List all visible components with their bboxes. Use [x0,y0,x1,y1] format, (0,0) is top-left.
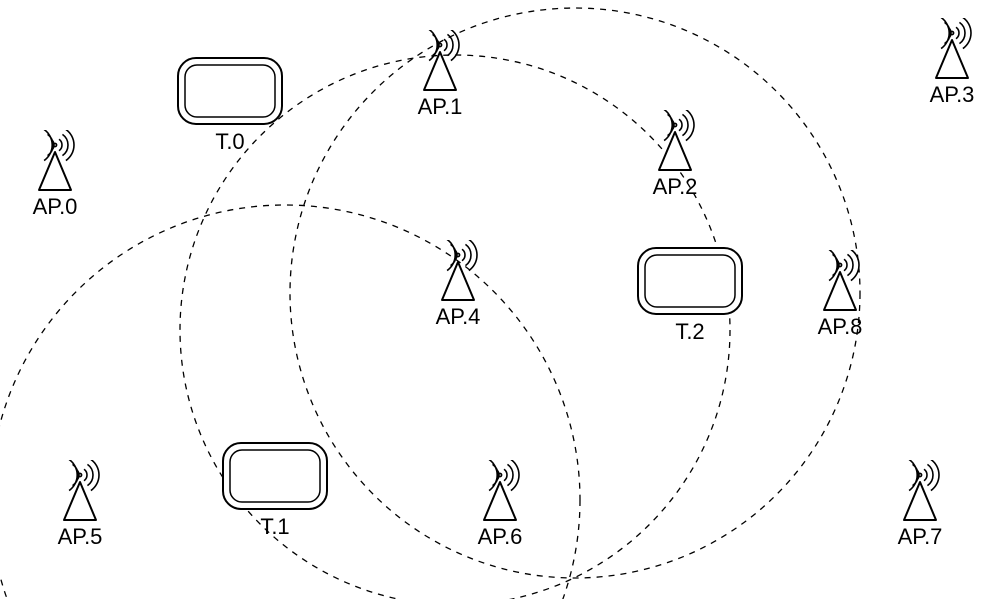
terminal-node: T.1 [220,440,330,540]
terminal-node: T.0 [175,55,285,155]
ap-label: AP.6 [470,524,530,550]
ap-label: AP.8 [810,314,870,340]
ap-node: AP.3 [922,18,982,108]
antenna-icon [50,460,110,522]
terminal-icon [220,440,330,512]
ap-node: AP.2 [645,110,705,200]
ap-label: AP.5 [50,524,110,550]
ap-node: AP.4 [428,240,488,330]
ap-label: AP.1 [410,94,470,120]
ap-label: AP.3 [922,82,982,108]
antenna-icon [428,240,488,302]
terminal-label: T.1 [220,514,330,540]
coverage-circle [290,8,860,578]
ap-node: AP.1 [410,30,470,120]
terminal-label: T.0 [175,129,285,155]
ap-node: AP.0 [25,130,85,220]
ap-node: AP.7 [890,460,950,550]
ap-label: AP.4 [428,304,488,330]
antenna-icon [25,130,85,192]
terminal-label: T.2 [635,319,745,345]
terminal-icon [175,55,285,127]
antenna-icon [410,30,470,92]
ap-label: AP.0 [25,194,85,220]
ap-node: AP.8 [810,250,870,340]
ap-label: AP.2 [645,174,705,200]
antenna-icon [645,110,705,172]
antenna-icon [922,18,982,80]
antenna-icon [890,460,950,522]
terminal-icon [635,245,745,317]
antenna-icon [810,250,870,312]
ap-node: AP.6 [470,460,530,550]
diagram-canvas: AP.0 AP.1 AP.2 AP.3 AP.4 AP.5 AP.6 AP.7 AP.8 T.0 T… [0,0,1000,599]
ap-label: AP.7 [890,524,950,550]
ap-node: AP.5 [50,460,110,550]
terminal-node: T.2 [635,245,745,345]
antenna-icon [470,460,530,522]
